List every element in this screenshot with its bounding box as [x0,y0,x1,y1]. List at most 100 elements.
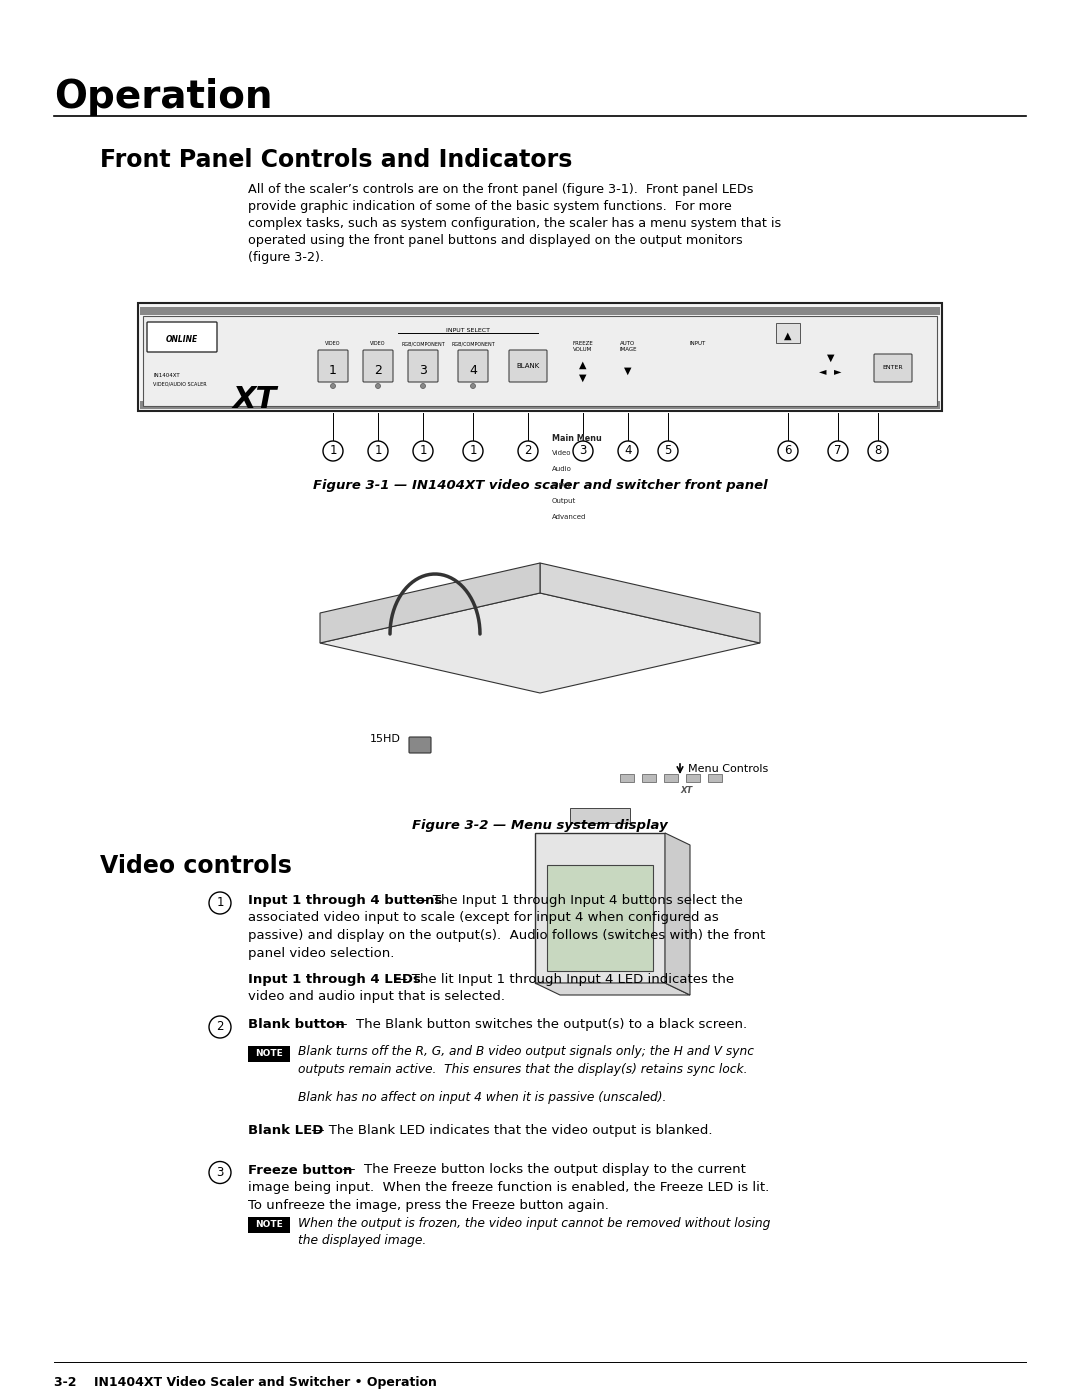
Text: 1: 1 [375,444,381,457]
FancyBboxPatch shape [147,321,217,352]
Text: Input 1 through 4 buttons: Input 1 through 4 buttons [248,894,442,907]
Text: 15HD: 15HD [370,733,401,745]
Bar [248,1045,291,1062]
Polygon shape [665,833,690,995]
Text: 5: 5 [664,444,672,457]
Circle shape [471,384,475,388]
FancyBboxPatch shape [318,351,348,381]
Text: INPUT: INPUT [690,341,706,346]
Text: 6: 6 [784,444,792,457]
Bar [708,774,723,782]
Text: 2: 2 [374,365,382,377]
Text: VIDEO: VIDEO [325,341,341,346]
Text: Advanced: Advanced [552,514,586,520]
Polygon shape [546,865,653,971]
Text: ENTER: ENTER [882,365,903,370]
Text: ▼: ▼ [624,366,632,376]
Text: 7: 7 [834,444,841,457]
Text: NOTE: NOTE [255,1220,283,1229]
Text: Video controls: Video controls [100,854,292,877]
Text: Input 1 through 4 LEDs: Input 1 through 4 LEDs [248,972,421,985]
Text: ►: ► [834,366,841,376]
Text: — The lit Input 1 through Input 4 LED indicates the: — The lit Input 1 through Input 4 LED in… [390,972,734,985]
Text: ▲: ▲ [579,360,586,370]
Text: ONLINE: ONLINE [166,335,198,344]
Polygon shape [570,807,630,823]
Text: Blank button: Blank button [248,1018,345,1031]
Text: All of the scaler’s controls are on the front panel (figure 3-1).  Front panel L: All of the scaler’s controls are on the … [248,183,754,196]
Bar [642,774,656,782]
Text: ▼: ▼ [827,353,835,363]
Text: — The Blank LED indicates that the video output is blanked.: — The Blank LED indicates that the video… [307,1125,713,1137]
Text: image being input.  When the freeze function is enabled, the Freeze LED is lit.: image being input. When the freeze funct… [248,1180,769,1194]
Bar [664,774,678,782]
Text: Figure 3-1 — IN1404XT video scaler and switcher front panel: Figure 3-1 — IN1404XT video scaler and s… [313,479,767,492]
Text: INPUT SELECT: INPUT SELECT [446,328,490,332]
Polygon shape [535,983,690,995]
Text: Operation: Operation [54,78,272,116]
Text: RGB/COMPONENT: RGB/COMPONENT [401,341,445,346]
Polygon shape [535,833,665,983]
Text: 1: 1 [329,444,337,457]
Polygon shape [320,563,540,643]
Polygon shape [320,592,760,693]
FancyBboxPatch shape [409,738,431,753]
Text: provide graphic indication of some of the basic system functions.  For more: provide graphic indication of some of th… [248,200,732,212]
Text: XT: XT [680,787,692,795]
Text: Blank turns off the R, G, and B video output signals only; the H and V sync: Blank turns off the R, G, and B video ou… [298,1045,754,1059]
Text: the displayed image.: the displayed image. [298,1234,427,1248]
Text: complex tasks, such as system configuration, the scaler has a menu system that i: complex tasks, such as system configurat… [248,217,781,231]
Text: —  The Freeze button locks the output display to the current: — The Freeze button locks the output dis… [338,1164,746,1176]
Text: To unfreeze the image, press the Freeze button again.: To unfreeze the image, press the Freeze … [248,1199,609,1211]
Bar [686,774,700,782]
Text: Input: Input [552,482,570,488]
Circle shape [420,384,426,388]
Text: 1: 1 [216,897,224,909]
Text: Blank LED: Blank LED [248,1125,323,1137]
Text: 4: 4 [469,365,477,377]
Text: outputs remain active.  This ensures that the display(s) retains sync lock.: outputs remain active. This ensures that… [298,1063,747,1076]
Text: 2: 2 [524,444,531,457]
Text: Blank has no affect on input 4 when it is passive (unscaled).: Blank has no affect on input 4 when it i… [298,1091,666,1104]
Text: 3: 3 [216,1166,224,1179]
FancyBboxPatch shape [458,351,488,381]
Bar [140,401,940,409]
Polygon shape [540,563,760,643]
Text: IN1404XT: IN1404XT [153,373,179,379]
Text: 3-2    IN1404XT Video Scaler and Switcher • Operation: 3-2 IN1404XT Video Scaler and Switcher •… [54,1376,437,1389]
Bar [138,303,942,411]
Text: RGB/COMPONENT: RGB/COMPONENT [451,341,495,346]
Text: IMAGE: IMAGE [619,346,637,352]
Text: ◄: ◄ [820,366,827,376]
FancyBboxPatch shape [509,351,546,381]
Text: —  The Blank button switches the output(s) to a black screen.: — The Blank button switches the output(s… [330,1018,747,1031]
Circle shape [330,384,336,388]
Text: ▼: ▼ [579,373,586,383]
FancyBboxPatch shape [874,353,912,381]
FancyBboxPatch shape [408,351,438,381]
Text: video and audio input that is selected.: video and audio input that is selected. [248,990,505,1003]
Text: 1: 1 [419,444,427,457]
Bar [248,1217,291,1232]
Text: Video: Video [552,450,571,455]
Text: FREEZE: FREEZE [572,341,593,346]
Bar [777,323,800,344]
Bar [143,316,937,407]
Text: Front Panel Controls and Indicators: Front Panel Controls and Indicators [100,148,572,172]
Text: (figure 3-2).: (figure 3-2). [248,251,324,264]
Text: AUTO: AUTO [620,341,636,346]
Text: VIDEO: VIDEO [370,341,386,346]
Text: 3: 3 [419,365,427,377]
Text: 2: 2 [216,1020,224,1034]
Text: 8: 8 [875,444,881,457]
Text: XT: XT [233,386,278,414]
Bar [140,307,940,314]
Text: When the output is frozen, the video input cannot be removed without losing: When the output is frozen, the video inp… [298,1217,770,1229]
Text: operated using the front panel buttons and displayed on the output monitors: operated using the front panel buttons a… [248,235,743,247]
Text: associated video input to scale (except for input 4 when configured as: associated video input to scale (except … [248,911,719,925]
Text: 1: 1 [469,444,476,457]
Text: Freeze button: Freeze button [248,1164,352,1176]
Text: Figure 3-2 — Menu system display: Figure 3-2 — Menu system display [413,819,667,833]
Text: VIDEO/AUDIO SCALER: VIDEO/AUDIO SCALER [153,381,206,386]
Text: Main Menu: Main Menu [552,434,602,443]
